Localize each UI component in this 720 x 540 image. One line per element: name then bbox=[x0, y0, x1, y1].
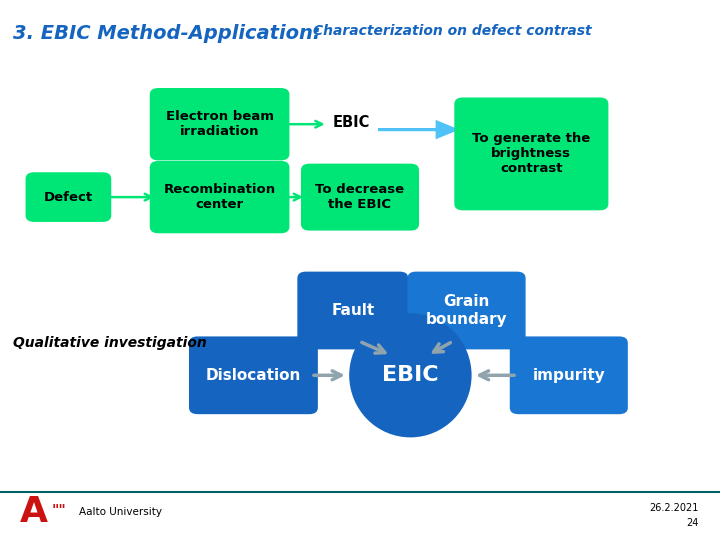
Text: EBIC: EBIC bbox=[382, 365, 438, 386]
FancyBboxPatch shape bbox=[150, 161, 289, 233]
FancyBboxPatch shape bbox=[408, 272, 526, 349]
Text: To generate the
brightness
contrast: To generate the brightness contrast bbox=[472, 132, 590, 176]
Text: 26.2.2021: 26.2.2021 bbox=[649, 503, 698, 512]
FancyBboxPatch shape bbox=[510, 336, 628, 414]
FancyBboxPatch shape bbox=[150, 88, 289, 160]
FancyBboxPatch shape bbox=[26, 172, 111, 222]
Text: Aalto University: Aalto University bbox=[79, 507, 162, 517]
Text: EBIC: EBIC bbox=[333, 115, 370, 130]
Text: 3. EBIC Method-Application:: 3. EBIC Method-Application: bbox=[13, 24, 328, 43]
Text: Dislocation: Dislocation bbox=[206, 368, 301, 383]
FancyBboxPatch shape bbox=[301, 164, 419, 231]
Text: Qualitative investigation: Qualitative investigation bbox=[13, 336, 207, 350]
Text: Recombination
center: Recombination center bbox=[163, 183, 276, 211]
Text: Characterization on defect contrast: Characterization on defect contrast bbox=[313, 24, 592, 38]
Text: Fault: Fault bbox=[331, 303, 374, 318]
Text: Grain
boundary: Grain boundary bbox=[426, 294, 508, 327]
FancyBboxPatch shape bbox=[189, 336, 318, 414]
FancyBboxPatch shape bbox=[454, 98, 608, 211]
FancyBboxPatch shape bbox=[297, 272, 408, 349]
Text: Defect: Defect bbox=[44, 191, 93, 204]
Polygon shape bbox=[378, 120, 459, 139]
Text: 24: 24 bbox=[686, 518, 698, 528]
Text: Electron beam
irradiation: Electron beam irradiation bbox=[166, 110, 274, 138]
Ellipse shape bbox=[349, 313, 472, 437]
Text: To decrease
the EBIC: To decrease the EBIC bbox=[315, 183, 405, 211]
Text: impurity: impurity bbox=[532, 368, 606, 383]
Text: A: A bbox=[20, 495, 48, 529]
Text: "": "" bbox=[52, 503, 66, 517]
